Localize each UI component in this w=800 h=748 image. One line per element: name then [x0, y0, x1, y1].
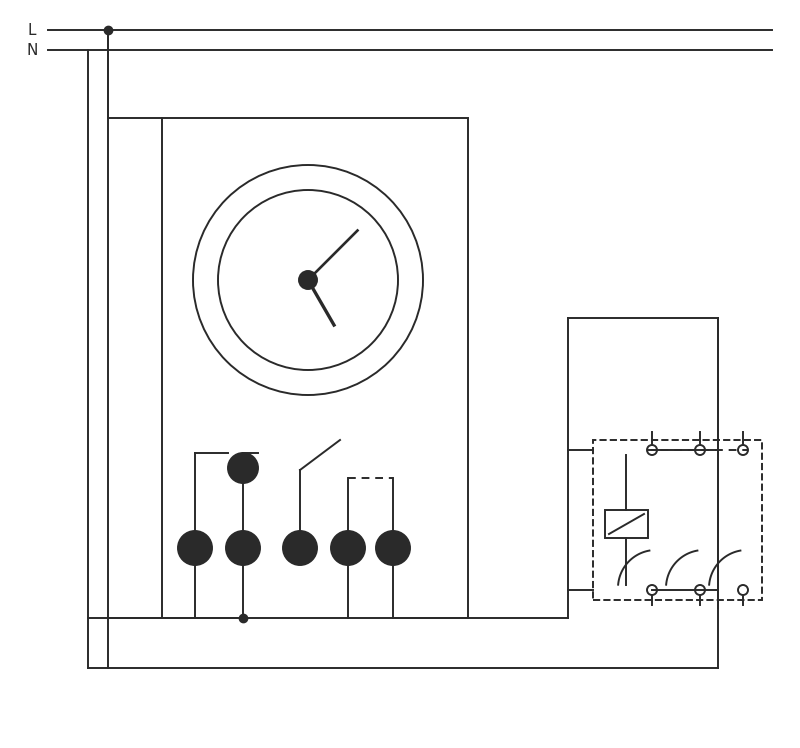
Text: N: N: [26, 43, 38, 58]
Circle shape: [376, 531, 410, 565]
Text: 4: 4: [344, 541, 352, 555]
Text: 3: 3: [296, 541, 304, 555]
Text: M: M: [238, 462, 248, 474]
Circle shape: [226, 531, 260, 565]
Bar: [162, 118, 468, 618]
Circle shape: [178, 531, 212, 565]
Text: 5: 5: [389, 541, 398, 555]
Bar: [605, 510, 648, 538]
Bar: [593, 440, 762, 600]
Text: L: L: [28, 22, 36, 37]
Circle shape: [331, 531, 365, 565]
Circle shape: [228, 453, 258, 483]
Circle shape: [299, 271, 317, 289]
Text: 1: 1: [190, 541, 199, 555]
Text: 2: 2: [238, 541, 247, 555]
Circle shape: [283, 531, 317, 565]
